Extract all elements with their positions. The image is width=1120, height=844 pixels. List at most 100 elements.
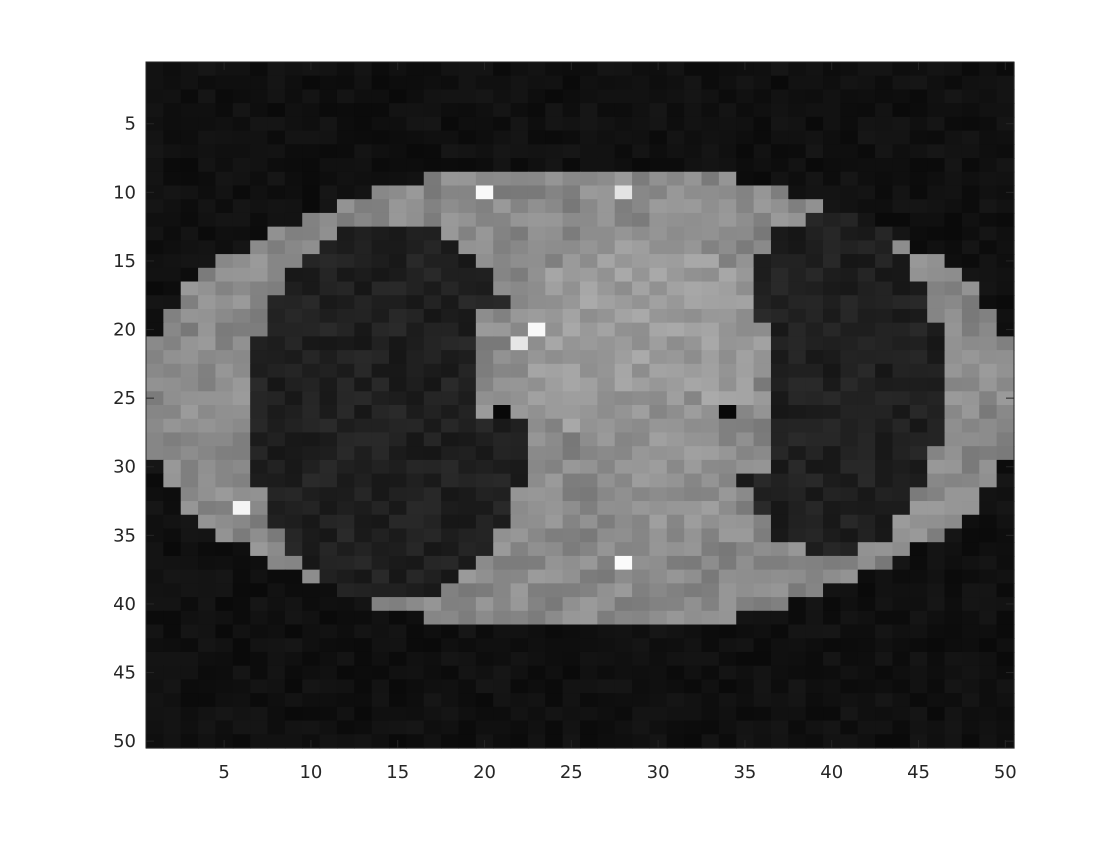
image-pixel — [718, 295, 737, 310]
image-pixel — [250, 405, 269, 420]
image-pixel — [406, 336, 425, 351]
image-pixel — [875, 418, 894, 434]
image-pixel — [545, 542, 564, 557]
image-pixel — [406, 693, 425, 708]
image-pixel — [875, 75, 894, 91]
image-pixel — [371, 706, 390, 722]
image-pixel — [423, 555, 442, 571]
image-pixel — [493, 665, 512, 680]
image-pixel — [875, 734, 894, 749]
image-pixel — [250, 363, 269, 379]
image-pixel — [614, 597, 633, 612]
image-pixel — [284, 555, 303, 571]
image-pixel — [857, 363, 876, 379]
image-pixel — [736, 336, 755, 351]
image-pixel — [510, 240, 529, 255]
image-pixel — [475, 638, 494, 653]
image-pixel — [805, 308, 824, 324]
image-pixel — [580, 185, 598, 200]
image-pixel — [979, 542, 998, 557]
image-pixel — [354, 610, 373, 626]
image-pixel — [250, 62, 269, 77]
image-pixel — [232, 185, 251, 200]
image-pixel — [840, 583, 859, 598]
image-pixel — [458, 542, 477, 557]
image-pixel — [770, 638, 789, 653]
image-pixel — [580, 281, 598, 296]
image-pixel — [614, 240, 633, 255]
image-pixel — [718, 734, 737, 749]
image-pixel — [892, 569, 911, 584]
image-pixel — [736, 103, 755, 118]
image-pixel — [718, 130, 737, 145]
image-pixel — [389, 130, 407, 145]
image-pixel — [146, 171, 164, 187]
image-pixel — [302, 459, 321, 475]
image-pixel — [562, 501, 581, 516]
image-pixel — [302, 624, 321, 639]
image-pixel — [146, 405, 164, 420]
image-pixel — [597, 514, 616, 530]
image-pixel — [736, 555, 755, 571]
image-pixel — [284, 116, 303, 132]
image-pixel — [649, 363, 668, 379]
image-pixel — [580, 226, 598, 241]
image-pixel — [944, 706, 963, 722]
image-pixel — [284, 185, 303, 200]
image-pixel — [736, 514, 755, 530]
image-pixel — [284, 336, 303, 351]
image-pixel — [909, 651, 928, 667]
image-pixel — [198, 555, 217, 571]
image-pixel — [232, 720, 251, 735]
image-pixel — [805, 144, 824, 159]
image-pixel — [823, 212, 841, 228]
image-pixel — [770, 240, 789, 255]
image-pixel — [562, 377, 581, 392]
image-pixel — [336, 638, 355, 653]
image-pixel — [857, 336, 876, 351]
image-pixel — [146, 308, 164, 324]
image-pixel — [996, 240, 1015, 255]
image-pixel — [284, 706, 303, 722]
image-pixel — [475, 542, 494, 557]
image-pixel — [389, 240, 407, 255]
image-pixel — [232, 350, 251, 365]
image-pixel — [701, 446, 720, 461]
image-pixel — [840, 89, 859, 104]
image-pixel — [510, 514, 529, 530]
image-pixel — [649, 610, 668, 626]
image-pixel — [215, 693, 234, 708]
image-pixel — [805, 116, 824, 132]
image-pixel — [805, 473, 824, 488]
image-pixel — [250, 542, 269, 557]
image-pixel — [284, 542, 303, 557]
image-pixel — [892, 267, 911, 283]
image-pixel — [441, 720, 460, 735]
image-pixel — [649, 130, 668, 145]
image-pixel — [180, 720, 199, 735]
image-pixel — [892, 295, 911, 310]
image-pixel — [770, 720, 789, 735]
image-pixel — [493, 487, 512, 502]
image-pixel — [805, 542, 824, 557]
image-pixel — [597, 569, 616, 584]
image-pixel — [857, 651, 876, 667]
image-pixel — [909, 514, 928, 530]
image-pixel — [250, 432, 269, 447]
image-pixel — [215, 432, 234, 447]
image-pixel — [527, 610, 546, 626]
image-pixel — [146, 679, 164, 694]
image-pixel — [163, 212, 182, 228]
image-pixel — [441, 281, 460, 296]
image-pixel — [684, 130, 703, 145]
image-pixel — [701, 583, 720, 598]
image-pixel — [163, 720, 182, 735]
image-pixel — [354, 144, 373, 159]
image-pixel — [458, 254, 477, 269]
image-pixel — [770, 418, 789, 434]
image-pixel — [250, 171, 269, 187]
image-pixel — [614, 487, 633, 502]
image-pixel — [892, 583, 911, 598]
image-pixel — [284, 322, 303, 337]
image-pixel — [979, 103, 998, 118]
